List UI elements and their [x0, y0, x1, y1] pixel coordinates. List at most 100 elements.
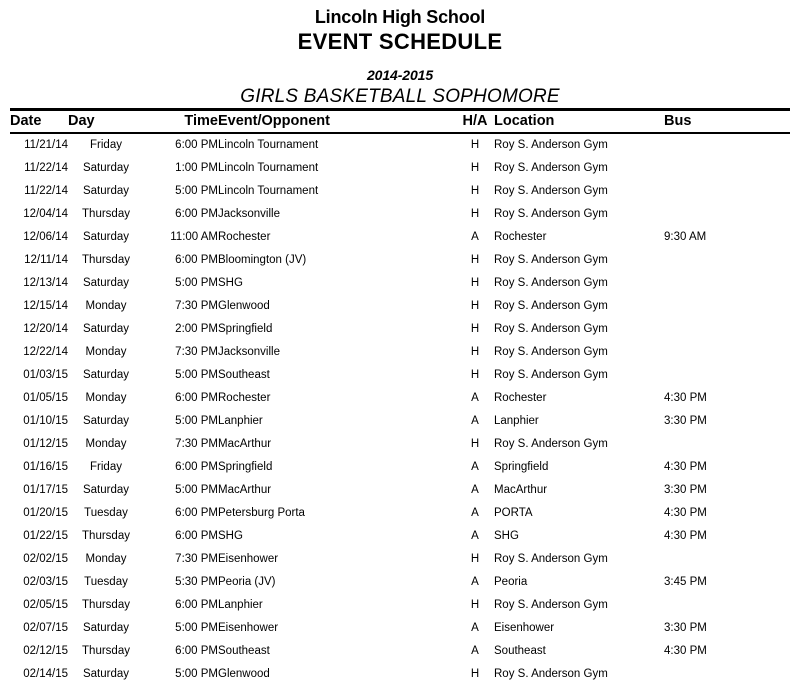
cell-event: Glenwood: [218, 300, 270, 312]
cell-event: SHG: [218, 530, 243, 542]
cell-date: 02/02/15: [23, 553, 68, 565]
cell-date: 02/05/15: [23, 599, 68, 611]
cell-home-away: H: [470, 599, 480, 611]
cell-home-away: H: [470, 162, 480, 174]
cell-time: 5:30 PM: [175, 576, 218, 588]
document-header: Lincoln High School EVENT SCHEDULE 2014-…: [0, 0, 800, 108]
cell-bus: [664, 594, 790, 617]
cell-event: SHG: [218, 277, 243, 289]
cell-home-away: H: [470, 553, 480, 565]
cell-date: 12/13/14: [23, 277, 68, 289]
cell-time: 6:00 PM: [175, 599, 218, 611]
cell-time: 5:00 PM: [175, 415, 218, 427]
cell-date: 12/06/14: [23, 231, 68, 243]
cell-date: 01/12/15: [23, 438, 68, 450]
cell-day: Saturday: [82, 185, 130, 197]
cell-bus: [664, 341, 790, 364]
cell-event: Jacksonville: [218, 208, 280, 220]
cell-date: 01/10/15: [23, 415, 68, 427]
cell-event: MacArthur: [218, 484, 272, 496]
page-title: EVENT SCHEDULE: [297, 29, 503, 54]
table-row: 12/06/14 Saturday 11:00 AM Rochester A Roches…: [10, 226, 790, 249]
cell-time: 11:00 AM: [170, 231, 218, 243]
cell-day: Saturday: [82, 162, 130, 174]
cell-location: PORTA: [494, 507, 533, 519]
cell-event: Lanphier: [218, 599, 263, 611]
cell-location: Roy S. Anderson Gym: [494, 346, 608, 358]
cell-date: 12/11/14: [24, 254, 68, 266]
cell-day: Monday: [85, 553, 127, 565]
cell-location: Roy S. Anderson Gym: [494, 254, 608, 266]
cell-home-away: H: [470, 277, 480, 289]
cell-home-away: A: [471, 484, 479, 496]
table-row: 01/10/15 Saturday 5:00 PM Lanphier A Lanphier…: [10, 410, 790, 433]
cell-event: Lincoln Tournament: [218, 162, 319, 174]
cell-home-away: H: [470, 139, 480, 151]
cell-time: 2:00 PM: [175, 323, 218, 335]
cell-location: Roy S. Anderson Gym: [494, 185, 608, 197]
table-top-rule: [10, 108, 790, 111]
table-header-rule: [10, 132, 790, 134]
cell-home-away: H: [470, 185, 480, 197]
cell-location: Roy S. Anderson Gym: [494, 162, 608, 174]
cell-date: 12/20/14: [23, 323, 68, 335]
table-row: 02/14/15 Saturday 5:00 PM Glenwood H Roy S. A…: [10, 663, 790, 686]
cell-day: Saturday: [82, 622, 130, 634]
cell-time: 5:00 PM: [175, 484, 218, 496]
cell-date: 11/22/14: [24, 162, 68, 174]
cell-time: 7:30 PM: [175, 300, 218, 312]
cell-date: 02/03/15: [23, 576, 68, 588]
cell-location: Roy S. Anderson Gym: [494, 323, 608, 335]
cell-event: Eisenhower: [218, 622, 279, 634]
cell-location: Lanphier: [494, 415, 539, 427]
cell-time: 6:00 PM: [175, 530, 218, 542]
cell-location: Roy S. Anderson Gym: [494, 438, 608, 450]
cell-home-away: A: [471, 461, 479, 473]
sport-label: GIRLS BASKETBALL SOPHOMORE: [240, 86, 560, 107]
cell-home-away: H: [470, 346, 480, 358]
cell-home-away: H: [470, 254, 480, 266]
cell-time: 5:00 PM: [175, 668, 218, 680]
cell-event: Springfield: [218, 323, 273, 335]
cell-bus: [664, 272, 790, 295]
cell-time: 6:00 PM: [175, 392, 218, 404]
cell-bus: [664, 433, 790, 456]
cell-home-away: H: [470, 438, 480, 450]
cell-bus: 3:30 PM: [664, 622, 707, 634]
cell-location: Rochester: [494, 231, 547, 243]
table-row: 01/22/15 Thursday 6:00 PM SHG A SHG 4:30 PM: [10, 525, 790, 548]
cell-time: 5:00 PM: [175, 369, 218, 381]
cell-location: Peoria: [494, 576, 528, 588]
cell-location: Roy S. Anderson Gym: [494, 277, 608, 289]
cell-day: Saturday: [82, 484, 130, 496]
cell-time: 5:00 PM: [175, 185, 218, 197]
cell-home-away: H: [470, 208, 480, 220]
cell-bus: 4:30 PM: [664, 530, 707, 542]
table-row: 11/21/14 Friday 6:00 PM Lincoln Tournament H…: [10, 134, 790, 157]
cell-time: 6:00 PM: [175, 254, 218, 266]
cell-day: Monday: [85, 392, 127, 404]
cell-date: 02/14/15: [23, 668, 68, 680]
cell-event: Peoria (JV): [218, 576, 276, 588]
cell-time: 5:00 PM: [175, 622, 218, 634]
cell-date: 02/07/15: [23, 622, 68, 634]
table-row: 01/12/15 Monday 7:30 PM MacArthur H Roy S. An…: [10, 433, 790, 456]
school-name: Lincoln High School: [314, 7, 486, 27]
cell-event: Lanphier: [218, 415, 263, 427]
cell-bus: [664, 548, 790, 571]
cell-bus: [664, 295, 790, 318]
cell-date: 12/22/14: [23, 346, 68, 358]
column-header-bus: Bus: [664, 113, 692, 129]
cell-event: Rochester: [218, 392, 271, 404]
cell-day: Saturday: [82, 323, 130, 335]
schedule-table-body-grid: 11/21/14 Friday 6:00 PM Lincoln Tournament H…: [10, 134, 790, 686]
cell-bus: 9:30 AM: [664, 231, 707, 243]
table-row: 01/05/15 Monday 6:00 PM Rochester A Rochester…: [10, 387, 790, 410]
cell-home-away: A: [471, 645, 479, 657]
cell-date: 12/15/14: [23, 300, 68, 312]
schedule-table: Date Day Time Event/Opponent H/A Locatio…: [10, 111, 790, 132]
table-row: 01/03/15 Saturday 5:00 PM Southeast H Roy S. …: [10, 364, 790, 387]
cell-date: 01/17/15: [23, 484, 68, 496]
cell-event: MacArthur: [218, 438, 272, 450]
